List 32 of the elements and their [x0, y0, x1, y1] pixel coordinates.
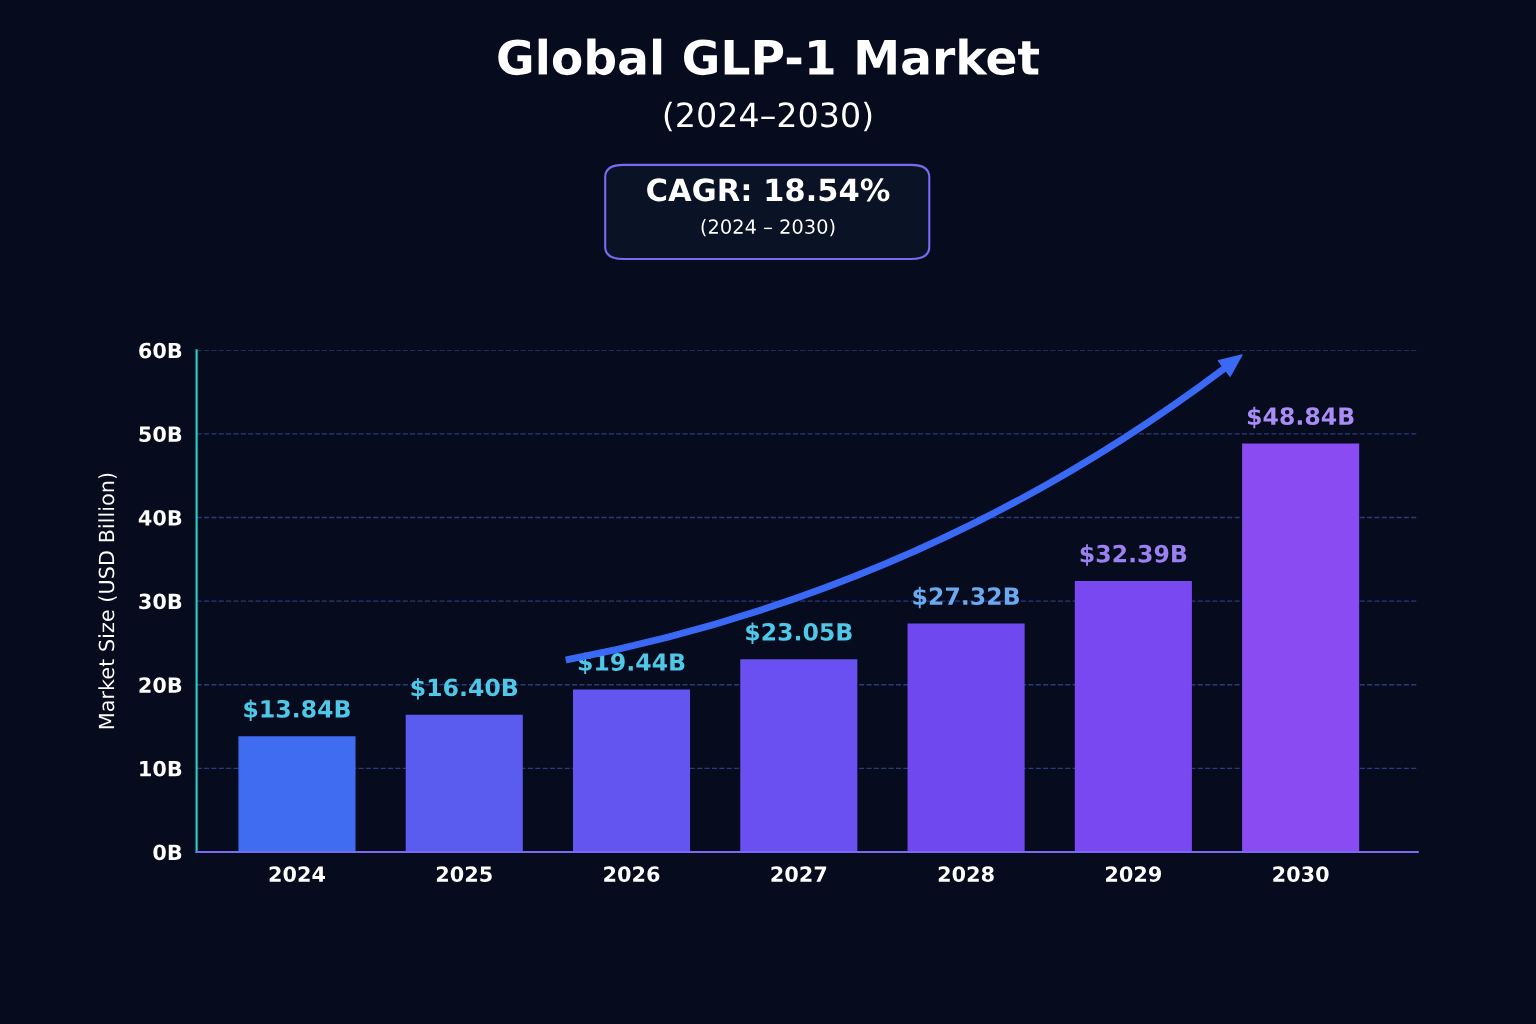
x-tick-label: 2030 [1273, 866, 1329, 882]
y-axis-title: Market Size (USD Billion) [98, 473, 117, 729]
y-tick-label: 0B [153, 844, 182, 861]
data-label: $23.05B [746, 622, 852, 644]
y-tick-label: 40B [138, 509, 182, 526]
bar [238, 736, 356, 852]
y-tick-label: 60B [139, 342, 182, 359]
y-tick-label: 20B [139, 677, 182, 693]
y-tick-label: 10B [140, 760, 182, 777]
data-label: $32.39B [1080, 544, 1187, 566]
bar [405, 714, 523, 852]
x-tick-label: 2029 [1106, 866, 1162, 882]
x-tick-label: 2026 [604, 866, 660, 882]
data-label: $48.84B [1247, 406, 1354, 429]
y-tick-label: 30B [139, 593, 182, 610]
x-tick-label: 2028 [938, 866, 994, 882]
text: (2024 – 2030) [701, 218, 835, 237]
data-label: $16.40B [411, 678, 518, 700]
bar [572, 689, 691, 852]
x-tick-label: 2025 [436, 866, 492, 882]
bar [1074, 581, 1192, 852]
text: CAGR: 18.54% [647, 178, 890, 202]
bar [740, 659, 858, 852]
chart-subtitle: (2024–2030) [664, 101, 872, 132]
chart-title: Global GLP-1 Market [498, 38, 1039, 76]
data-label: $13.84B [244, 699, 350, 721]
y-tick-label: 50B [139, 426, 182, 443]
bar [907, 623, 1025, 852]
x-tick-label: 2027 [771, 866, 827, 882]
data-label: $27.32B [913, 586, 1019, 609]
x-tick-label: 2024 [269, 866, 326, 882]
bar [1242, 443, 1360, 852]
